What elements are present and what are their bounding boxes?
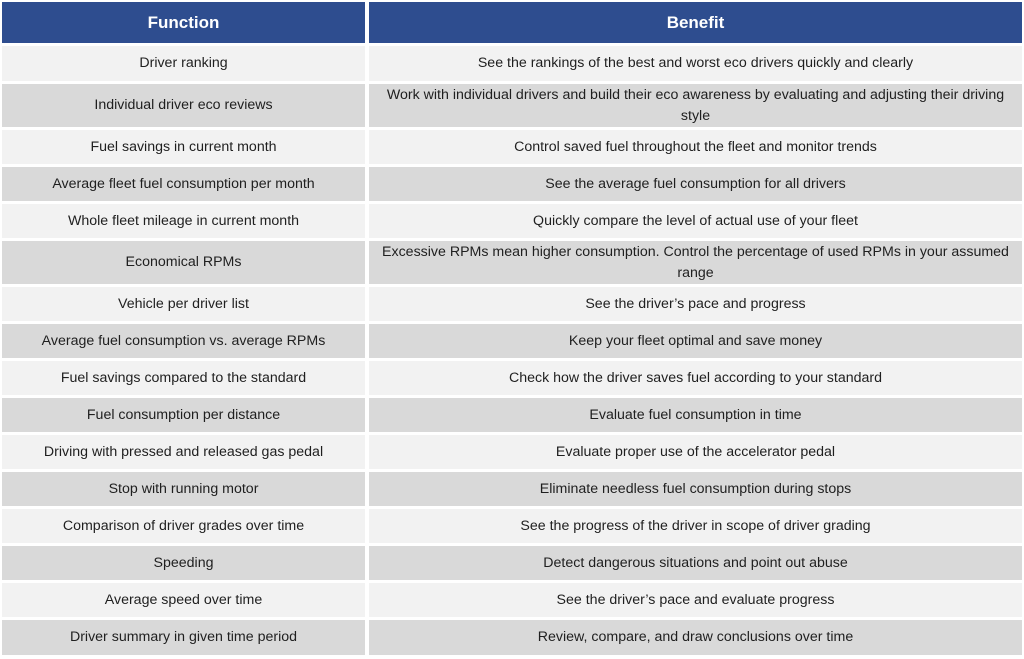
function-cell: Driving with pressed and released gas pe… (2, 435, 365, 469)
function-cell: Driver ranking (2, 46, 365, 81)
function-cell: Comparison of driver grades over time (2, 509, 365, 543)
header-benefit: Benefit (369, 2, 1022, 43)
table-row: Average speed over time See the driver’s… (0, 583, 1024, 617)
benefit-cell: Keep your fleet optimal and save money (369, 324, 1022, 358)
header-function: Function (2, 2, 365, 43)
function-cell: Vehicle per driver list (2, 287, 365, 321)
table-row: Speeding Detect dangerous situations and… (0, 546, 1024, 580)
function-cell: Driver summary in given time period (2, 620, 365, 655)
function-cell: Speeding (2, 546, 365, 580)
table-row: Comparison of driver grades over time Se… (0, 509, 1024, 543)
table-row: Driver summary in given time period Revi… (0, 620, 1024, 655)
table-row: Fuel consumption per distance Evaluate f… (0, 398, 1024, 432)
table-row: Vehicle per driver list See the driver’s… (0, 287, 1024, 321)
benefit-cell: Eliminate needless fuel consumption duri… (369, 472, 1022, 506)
table-row: Driving with pressed and released gas pe… (0, 435, 1024, 469)
benefit-cell: Review, compare, and draw conclusions ov… (369, 620, 1022, 655)
function-cell: Individual driver eco reviews (2, 84, 365, 127)
table-row: Driver ranking See the rankings of the b… (0, 46, 1024, 81)
benefit-cell: Excessive RPMs mean higher consumption. … (369, 241, 1022, 284)
benefit-cell: See the driver’s pace and evaluate progr… (369, 583, 1022, 617)
function-cell: Fuel savings compared to the standard (2, 361, 365, 395)
table-row: Average fuel consumption vs. average RPM… (0, 324, 1024, 358)
benefit-cell: See the driver’s pace and progress (369, 287, 1022, 321)
table-row: Individual driver eco reviews Work with … (0, 84, 1024, 127)
table-row: Average fleet fuel consumption per month… (0, 167, 1024, 201)
table-row: Economical RPMs Excessive RPMs mean high… (0, 241, 1024, 284)
benefit-cell: Check how the driver saves fuel accordin… (369, 361, 1022, 395)
function-cell: Economical RPMs (2, 241, 365, 284)
table-row: Fuel savings in current month Control sa… (0, 130, 1024, 164)
benefit-cell: See the progress of the driver in scope … (369, 509, 1022, 543)
benefit-cell: See the rankings of the best and worst e… (369, 46, 1022, 81)
benefit-cell: Detect dangerous situations and point ou… (369, 546, 1022, 580)
table-row: Stop with running motor Eliminate needle… (0, 472, 1024, 506)
benefit-cell: Control saved fuel throughout the fleet … (369, 130, 1022, 164)
benefit-cell: Evaluate fuel consumption in time (369, 398, 1022, 432)
benefit-cell: Quickly compare the level of actual use … (369, 204, 1022, 238)
function-cell: Stop with running motor (2, 472, 365, 506)
table-header-row: Function Benefit (0, 2, 1024, 43)
function-cell: Average speed over time (2, 583, 365, 617)
function-cell: Fuel savings in current month (2, 130, 365, 164)
function-cell: Whole fleet mileage in current month (2, 204, 365, 238)
benefit-cell: Evaluate proper use of the accelerator p… (369, 435, 1022, 469)
function-cell: Fuel consumption per distance (2, 398, 365, 432)
table-row: Fuel savings compared to the standard Ch… (0, 361, 1024, 395)
benefit-cell: Work with individual drivers and build t… (369, 84, 1022, 127)
function-cell: Average fuel consumption vs. average RPM… (2, 324, 365, 358)
benefit-cell: See the average fuel consumption for all… (369, 167, 1022, 201)
table-row: Whole fleet mileage in current month Qui… (0, 204, 1024, 238)
function-cell: Average fleet fuel consumption per month (2, 167, 365, 201)
